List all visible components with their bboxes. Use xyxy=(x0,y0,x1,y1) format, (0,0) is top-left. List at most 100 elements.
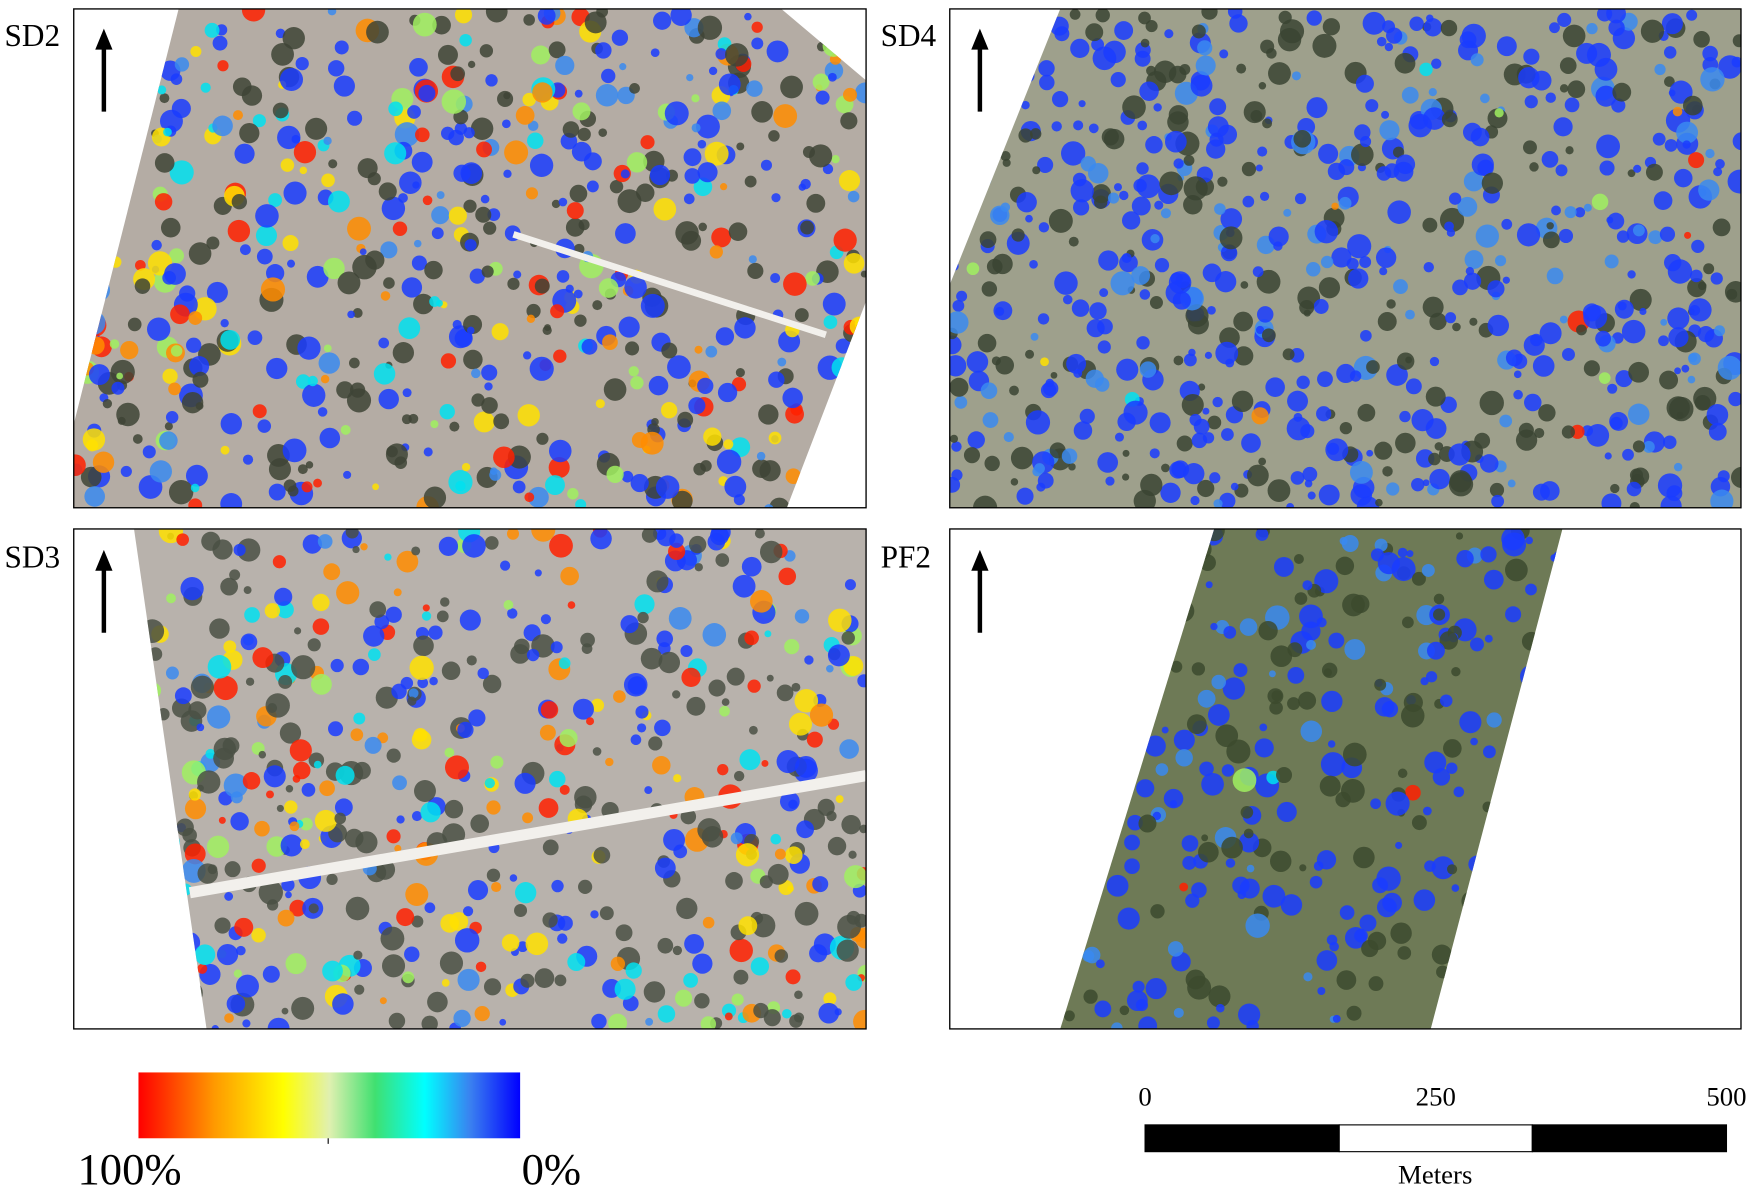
map-patch xyxy=(578,879,593,894)
map-patch xyxy=(240,633,258,651)
map-patch xyxy=(843,87,858,102)
map-patch xyxy=(1419,62,1433,77)
map-patch xyxy=(502,119,511,129)
map-patch xyxy=(1072,610,1085,622)
map-patch xyxy=(110,359,135,385)
map-patch xyxy=(1241,433,1261,453)
map-patch xyxy=(956,290,968,302)
map-patch xyxy=(1487,314,1510,337)
map-patch xyxy=(1121,620,1137,636)
map-patch xyxy=(526,303,541,319)
map-patch xyxy=(1713,167,1723,177)
map-patch xyxy=(1262,118,1273,129)
map-patch xyxy=(188,701,207,720)
map-patch xyxy=(1463,272,1482,290)
map-patch xyxy=(1314,569,1339,594)
map-patch xyxy=(965,1023,974,1032)
map-patch xyxy=(1682,140,1691,149)
map-patch xyxy=(1137,120,1148,131)
map-patch xyxy=(952,111,964,123)
map-patch xyxy=(285,891,292,899)
map-patch xyxy=(1540,846,1553,860)
map-patch xyxy=(1209,98,1227,116)
map-patch xyxy=(85,989,102,1006)
map-patch xyxy=(771,193,781,203)
map-patch xyxy=(998,61,1017,80)
map-patch xyxy=(984,455,1000,472)
map-patch xyxy=(384,553,392,561)
map-patch xyxy=(1017,989,1035,1007)
map-patch xyxy=(809,703,834,727)
map-patch xyxy=(1207,415,1222,430)
map-patch xyxy=(484,536,499,550)
map-patch xyxy=(1624,808,1640,824)
map-patch xyxy=(476,141,493,158)
map-patch xyxy=(949,88,959,101)
map-patch xyxy=(289,739,312,762)
map-patch xyxy=(592,747,602,756)
map-patch xyxy=(788,712,813,736)
map-patch xyxy=(1273,241,1283,251)
map-patch xyxy=(798,183,806,191)
map-patch xyxy=(179,285,196,302)
map-patch xyxy=(176,533,189,546)
map-patch xyxy=(1446,228,1456,237)
map-patch xyxy=(1491,494,1505,508)
map-patch xyxy=(295,374,311,389)
map-patch xyxy=(1629,725,1636,732)
map-patch xyxy=(608,1013,628,1029)
map-patch xyxy=(845,47,854,56)
map-patch xyxy=(266,357,288,380)
map-patch xyxy=(991,71,1010,90)
map-patch xyxy=(1154,620,1165,631)
map-patch xyxy=(1687,375,1696,384)
map-patch xyxy=(90,188,99,197)
map-patch xyxy=(1043,980,1054,991)
map-patch xyxy=(1186,714,1207,735)
map-patch xyxy=(497,90,514,107)
map-patch xyxy=(691,94,700,103)
map-patch xyxy=(1247,464,1269,487)
map-patch xyxy=(1225,858,1236,868)
map-patch xyxy=(1658,542,1668,552)
map-patch xyxy=(1017,592,1030,605)
map-patch xyxy=(1197,689,1216,708)
map-patch xyxy=(160,217,181,238)
map-patch xyxy=(996,717,1017,738)
map-patch xyxy=(951,792,961,802)
map-patch xyxy=(184,843,206,865)
map-patch xyxy=(242,454,254,465)
map-patch xyxy=(1384,42,1394,52)
map-patch xyxy=(1084,588,1095,598)
map-patch xyxy=(1431,944,1452,965)
map-patch xyxy=(1172,291,1191,310)
map-patch xyxy=(80,579,103,602)
map-patch xyxy=(1073,120,1084,131)
map-patch xyxy=(80,466,102,488)
map-patch xyxy=(1072,549,1091,568)
map-patch xyxy=(1122,95,1146,119)
map-patch xyxy=(601,68,616,84)
map-patch xyxy=(256,248,273,265)
map-patch xyxy=(1446,762,1458,774)
map-patch xyxy=(950,777,961,788)
map-patch xyxy=(703,427,722,446)
map-patch xyxy=(1610,483,1620,494)
map-patch xyxy=(751,21,763,33)
map-patch xyxy=(783,272,807,296)
map-patch xyxy=(79,37,88,46)
map-patch xyxy=(486,800,501,815)
map-patch xyxy=(1639,902,1646,909)
map-patch xyxy=(1590,808,1613,831)
map-patch xyxy=(529,153,554,178)
map-patch xyxy=(1179,64,1191,76)
map-patch xyxy=(1191,662,1206,676)
map-patch xyxy=(348,357,360,369)
map-patch xyxy=(1688,353,1698,363)
map-patch xyxy=(1372,877,1388,894)
map-patch xyxy=(1682,95,1703,116)
map-patch xyxy=(1395,841,1403,849)
map-patch xyxy=(990,649,1006,665)
map-patch xyxy=(759,460,781,482)
map-patch xyxy=(1405,309,1415,320)
